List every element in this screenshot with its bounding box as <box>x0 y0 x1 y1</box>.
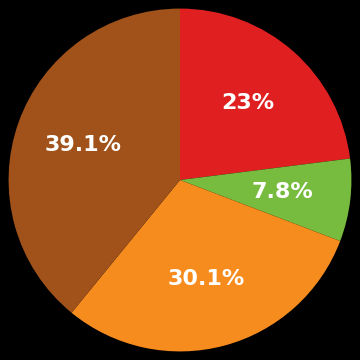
Text: 7.8%: 7.8% <box>251 182 313 202</box>
Wedge shape <box>180 9 350 180</box>
Wedge shape <box>180 158 351 241</box>
Text: 30.1%: 30.1% <box>168 269 245 289</box>
Wedge shape <box>9 9 180 313</box>
Wedge shape <box>72 180 340 351</box>
Text: 23%: 23% <box>221 93 275 113</box>
Text: 39.1%: 39.1% <box>45 135 122 156</box>
